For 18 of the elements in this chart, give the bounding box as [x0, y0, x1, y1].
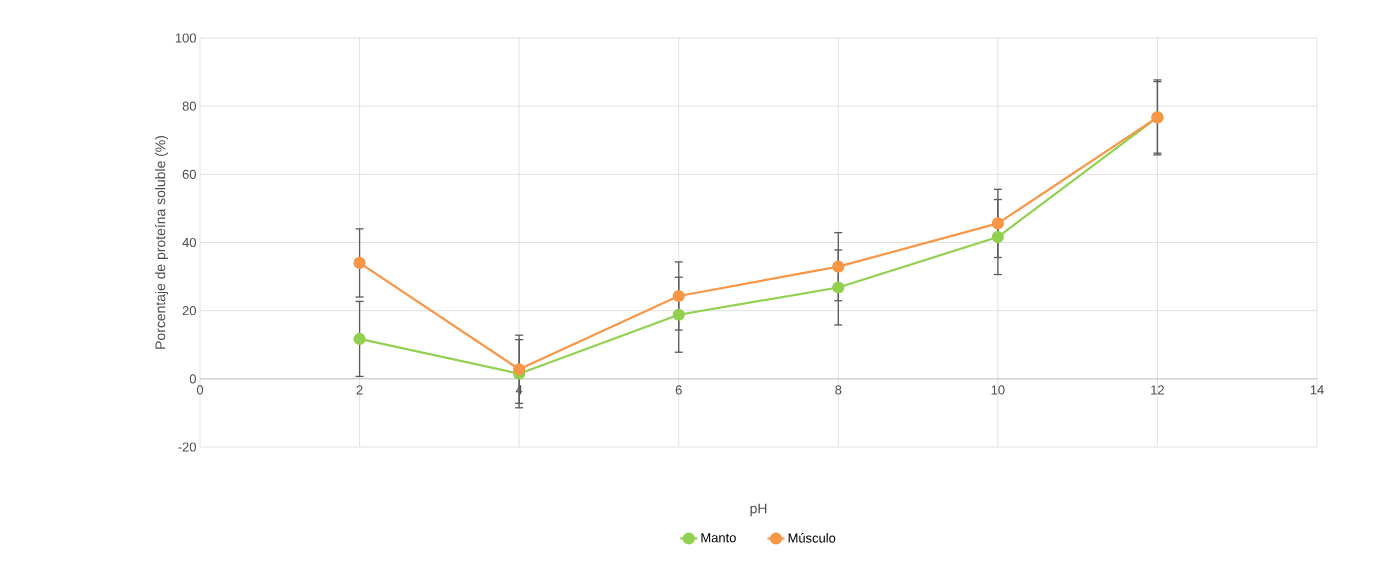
y-tick-label: -20: [178, 442, 196, 452]
y-tick-label: 20: [182, 306, 196, 316]
y-tick-label: 100: [175, 33, 196, 43]
x-tick-label: 8: [835, 385, 842, 395]
x-axis-title: pH: [750, 503, 767, 517]
legend-label: Músculo: [788, 532, 836, 543]
y-axis-title: Porcentaje de proteína soluble (%): [154, 136, 169, 349]
y-tick-label: 60: [182, 169, 196, 179]
x-tick-label: 12: [1151, 385, 1164, 395]
y-tick-label: 40: [182, 237, 196, 248]
x-tick-label: 6: [675, 385, 682, 395]
x-tick-label: 14: [1310, 385, 1324, 395]
legend-label: Manto: [701, 533, 736, 543]
x-tick-label: 0: [196, 385, 204, 395]
y-tick-label: 0: [189, 374, 196, 384]
x-tick-label: 2: [356, 385, 363, 395]
x-tick-label: 10: [991, 385, 1005, 395]
y-tick-label: 80: [182, 101, 196, 111]
